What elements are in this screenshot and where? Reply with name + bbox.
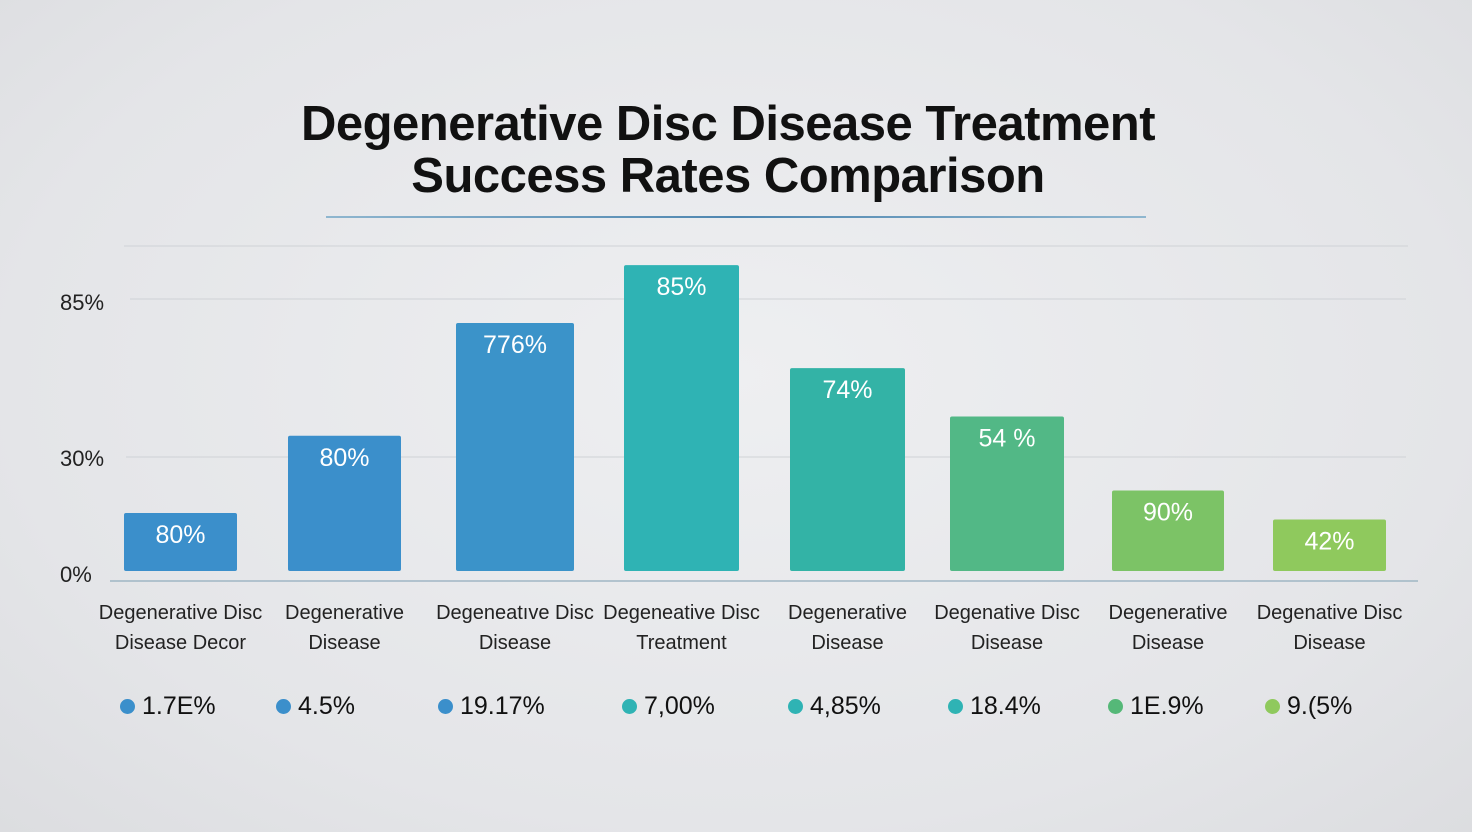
category-label-line: Disease	[970, 632, 1044, 654]
chart-title-line-1: Degenerative Disc Disease Treatment	[300, 97, 1156, 151]
category-label-line: Degenative Disc	[934, 602, 1080, 624]
legend-dot-icon	[622, 699, 637, 714]
category-label-7: Degenerative Disease	[1083, 598, 1253, 658]
legend-value: 1.7E%	[142, 692, 216, 720]
category-label-5: Degenerative Disease	[763, 598, 933, 658]
title-underline	[326, 216, 1146, 218]
legend-dot-icon	[788, 699, 803, 714]
legend-dot-icon	[948, 699, 963, 714]
legend-dot-icon	[1108, 699, 1123, 714]
bar-value-label-2: 80%	[319, 444, 369, 472]
category-label-line: Disease	[1293, 632, 1366, 654]
category-label-line: Disease	[478, 632, 552, 654]
legend-item-2: 4.5%	[276, 692, 355, 721]
category-label-8: Degenative Disc Disease	[1245, 598, 1415, 658]
bar-8	[1273, 519, 1386, 571]
bar-4	[624, 265, 739, 571]
category-label-line: Disease	[1131, 632, 1205, 654]
category-label-6: Degenative Disc Disease	[922, 598, 1092, 658]
legend-item-8: 9.(5%	[1265, 692, 1352, 721]
legend-dot-icon	[276, 699, 291, 714]
legend-value: 4.5%	[298, 692, 355, 720]
legend-item-6: 18.4%	[948, 692, 1041, 721]
category-label-line: Degeneatıve Disc	[436, 602, 594, 624]
category-label-1: Degenerative Disc Disease Decor	[96, 598, 266, 658]
bar-5	[790, 368, 905, 571]
category-label-line: Degenerative	[285, 602, 404, 624]
category-label-line: Treatment	[636, 632, 727, 654]
legend-value: 18.4%	[970, 692, 1041, 720]
category-label-line: Degeneative Disc	[603, 602, 760, 624]
category-label-line: Disease	[811, 632, 884, 654]
legend-item-3: 19.17%	[438, 692, 545, 721]
legend-dot-icon	[1265, 699, 1280, 714]
bar-7	[1112, 490, 1224, 571]
bar-value-label-8: 42%	[1304, 527, 1354, 555]
legend-item-1: 1.7E%	[120, 692, 216, 721]
chart-title-line-2: Success Rates Comparison	[411, 149, 1045, 203]
category-label-4: Degeneative Disc Treatment	[597, 598, 767, 658]
bar-value-label-4: 85%	[656, 273, 706, 301]
category-label-2: Degenerative Disease	[260, 598, 430, 658]
bars: 80% 80% 776% 85% 74% 54 % 90% 42%	[124, 265, 1386, 571]
legend-dot-icon	[438, 699, 453, 714]
bar-value-label-1: 80%	[155, 521, 205, 549]
legend-value: 19.17%	[460, 692, 545, 720]
bar-value-label-6: 54 %	[979, 424, 1036, 452]
legend-dot-icon	[120, 699, 135, 714]
chart-title: Degenerative Disc Disease Treatment Succ…	[0, 98, 1456, 202]
legend-value: 1E.9%	[1130, 692, 1204, 720]
bar-3	[456, 323, 574, 571]
legend-item-4: 7,00%	[622, 692, 715, 721]
category-label-line: Degenerative Disc	[98, 602, 263, 624]
y-tick-label-30: 30%	[60, 446, 104, 471]
bar-2	[288, 435, 401, 571]
category-label-line: Degenerative	[788, 602, 907, 624]
category-label-line: Degenative Disc	[1256, 602, 1403, 624]
category-label-line: Disease	[308, 632, 381, 654]
legend-value: 9.(5%	[1287, 692, 1353, 720]
bar-value-label-5: 74%	[822, 376, 872, 404]
y-tick-label-0: 0%	[60, 562, 92, 587]
y-tick-label-85: 85%	[60, 290, 104, 315]
legend-value: 4,85%	[810, 692, 881, 720]
bar-value-label-3: 776%	[483, 331, 547, 359]
category-label-line: Degenerative	[1108, 602, 1228, 624]
category-label-3: Degeneatıve Disc Disease	[430, 598, 600, 658]
bar-1	[124, 513, 237, 571]
bar-value-label-7: 90%	[1143, 499, 1193, 527]
legend-item-5: 4,85%	[788, 692, 881, 721]
bar-6	[950, 416, 1064, 571]
category-label-line: Disease Decor	[114, 632, 247, 654]
legend-value: 7,00%	[644, 692, 715, 720]
legend-item-7: 1E.9%	[1108, 692, 1204, 721]
